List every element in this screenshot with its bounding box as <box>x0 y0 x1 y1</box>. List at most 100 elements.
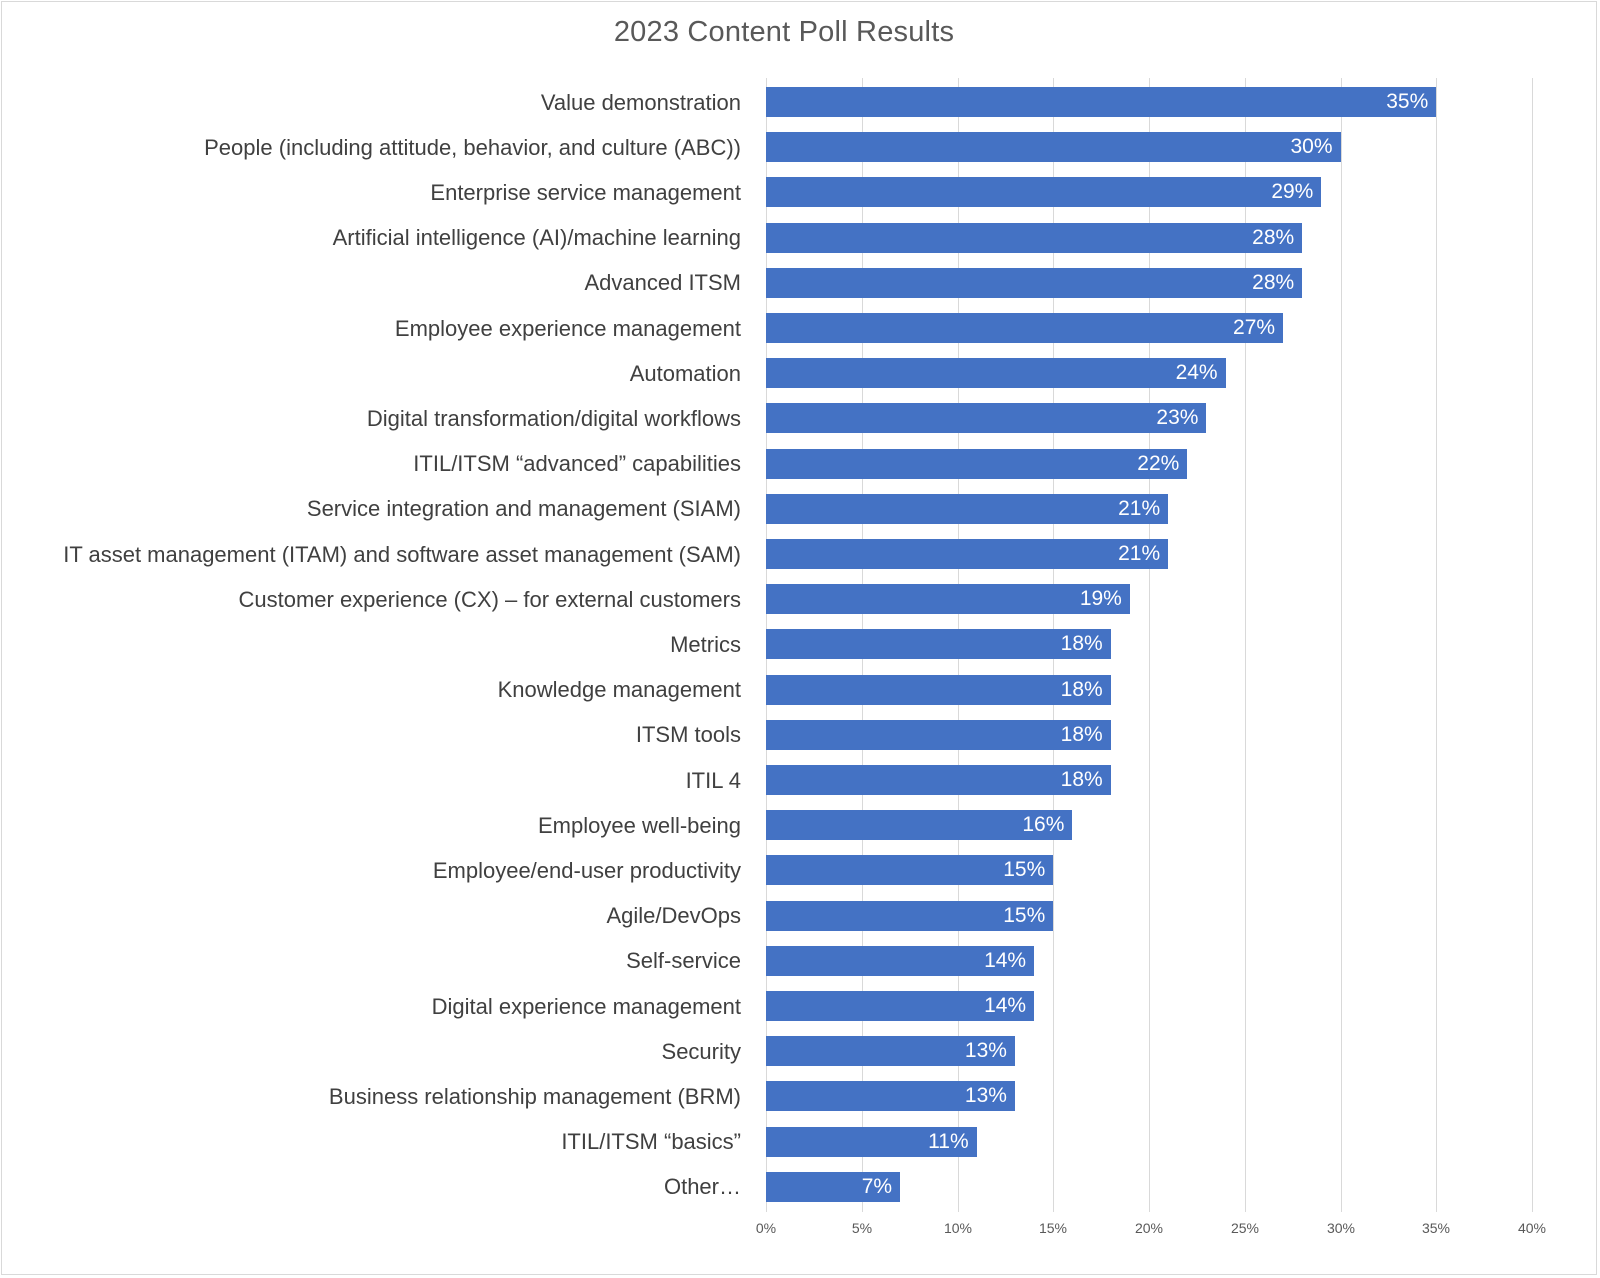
category-label: People (including attitude, behavior, an… <box>204 134 741 160</box>
category-label: Business relationship management (BRM) <box>328 1083 741 1109</box>
category-label: Digital experience management <box>431 993 741 1019</box>
bar-row: Employee well-being 16% <box>0 803 1600 848</box>
data-label: 23% <box>1156 406 1199 430</box>
chart-title: 2023 Content Poll Results <box>613 16 955 48</box>
bar-row: ITSM tools 18% <box>0 712 1600 757</box>
data-label: 21% <box>1118 542 1161 565</box>
bar: 15% <box>766 900 1054 931</box>
bar: 19% <box>766 584 1130 615</box>
bar-row: Enterprise service management 29% <box>0 170 1600 215</box>
bar-row: Knowledge management 18% <box>0 667 1600 712</box>
data-label: 11% <box>928 1129 969 1153</box>
category-label: Enterprise service management <box>430 179 741 205</box>
category-label: Customer experience (CX) – for external … <box>238 586 741 612</box>
data-label: 18% <box>1060 677 1103 701</box>
category-label: IT asset management (ITAM) and software … <box>63 541 741 567</box>
x-tick-label: 10% <box>943 1220 973 1236</box>
data-label: 7% <box>861 1174 893 1198</box>
bar: 29% <box>766 177 1322 208</box>
data-label: 15% <box>1003 903 1046 927</box>
data-label: 14% <box>984 994 1027 1017</box>
category-label: Security <box>661 1038 741 1064</box>
bar-row: Employee/end-user productivity 15% <box>0 848 1600 893</box>
data-label: 18% <box>1060 722 1103 746</box>
bar: 14% <box>766 991 1035 1021</box>
x-tick-label: 30% <box>1326 1220 1356 1236</box>
bar: 28% <box>766 222 1303 253</box>
bar-row: Artificial intelligence (AI)/machine lea… <box>0 215 1600 260</box>
bar-row: Business relationship management (BRM) 13… <box>0 1074 1600 1119</box>
category-label: ITIL/ITSM “advanced” capabilities <box>413 451 741 477</box>
category-label: Agile/DevOps <box>606 903 741 929</box>
bar-row: Digital experience management 14% <box>0 984 1600 1029</box>
data-label: 18% <box>1060 632 1103 656</box>
gridline <box>1149 78 1150 1212</box>
bar: 23% <box>766 403 1207 434</box>
bar: 27% <box>766 313 1284 343</box>
bar: 13% <box>766 1081 1015 1112</box>
category-label: Metrics <box>670 631 741 657</box>
bar-row: ITIL 4 18% <box>0 758 1600 803</box>
category-label: Self-service <box>626 948 741 974</box>
x-tick-label: 0% <box>755 1220 777 1236</box>
x-tick-label: 40% <box>1517 1220 1547 1236</box>
bar-row: Agile/DevOps 15% <box>0 893 1600 938</box>
category-label: Advanced ITSM <box>584 270 741 296</box>
bar-row: Metrics 18% <box>0 622 1600 667</box>
x-tick-label: 5% <box>851 1220 873 1236</box>
bar-row: Advanced ITSM 28% <box>0 260 1600 305</box>
category-label: Digital transformation/digital workflows <box>366 405 741 431</box>
gridline <box>1532 78 1533 1212</box>
category-label: Service integration and management (SIAM… <box>306 496 741 522</box>
category-label: Value demonstration <box>540 89 741 115</box>
data-label: 28% <box>1252 225 1295 249</box>
bar-row: Security 13% <box>0 1029 1600 1074</box>
category-label: Employee well-being <box>538 812 741 838</box>
bar-row: Value demonstration 35% <box>0 80 1600 125</box>
bar: 15% <box>766 855 1054 886</box>
bar: 11% <box>766 1126 977 1157</box>
data-label: 13% <box>964 1084 1007 1108</box>
data-label: 15% <box>1003 858 1046 882</box>
data-label: 28% <box>1252 270 1295 294</box>
bar: 28% <box>766 267 1303 298</box>
data-label: 14% <box>984 948 1027 972</box>
data-label: 16% <box>1022 813 1065 837</box>
gridline <box>1341 78 1342 1212</box>
data-label: 35% <box>1386 90 1429 113</box>
category-label: ITSM tools <box>635 722 741 748</box>
bar-row: Other… 7% <box>0 1164 1600 1209</box>
bar: 21% <box>766 493 1169 524</box>
bar-row: ITIL/ITSM “advanced” capabilities 22% <box>0 441 1600 486</box>
bar-row: People (including attitude, behavior, an… <box>0 125 1600 170</box>
bar-row: Automation 24% <box>0 351 1600 396</box>
category-label: Other… <box>663 1174 741 1200</box>
bar: 18% <box>766 719 1111 750</box>
data-label: 29% <box>1271 180 1314 204</box>
category-label: Employee/end-user productivity <box>432 857 741 883</box>
bar-row: Digital transformation/digital workflows… <box>0 396 1600 441</box>
category-label: Artificial intelligence (AI)/machine lea… <box>332 225 741 251</box>
bar-row: Customer experience (CX) – for external … <box>0 577 1600 622</box>
bar: 7% <box>766 1171 901 1202</box>
gridline <box>1245 78 1246 1212</box>
bar: 13% <box>766 1036 1015 1067</box>
bar-row: Service integration and management (SIAM… <box>0 486 1600 531</box>
bar-row: ITIL/ITSM “basics” 11% <box>0 1119 1600 1164</box>
data-label: 18% <box>1060 768 1103 791</box>
bar: 30% <box>766 132 1341 163</box>
data-label: 13% <box>964 1039 1007 1063</box>
data-label: 30% <box>1290 135 1333 159</box>
bar-row: Self-service 14% <box>0 938 1600 983</box>
x-tick-label: 20% <box>1134 1220 1164 1236</box>
bar-row: Employee experience management 27% <box>0 306 1600 351</box>
gridline <box>1436 78 1437 1212</box>
data-label: 24% <box>1175 361 1218 385</box>
bar: 14% <box>766 945 1035 976</box>
bar: 18% <box>766 629 1111 660</box>
x-tick-label: 35% <box>1421 1220 1451 1236</box>
data-label: 22% <box>1137 451 1180 475</box>
x-tick-label: 15% <box>1038 1220 1068 1236</box>
data-label: 27% <box>1233 316 1276 339</box>
bar: 18% <box>766 765 1111 795</box>
